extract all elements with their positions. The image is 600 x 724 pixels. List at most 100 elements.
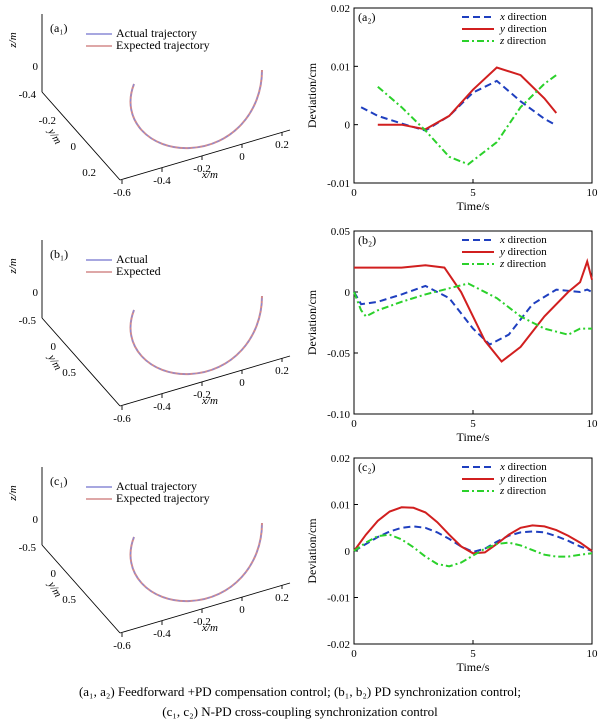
x-axis-label: Time/s — [457, 199, 490, 213]
expected-trajectory-path — [129, 295, 263, 376]
x-axis-line — [119, 355, 291, 407]
x-axis-label: Time/s — [457, 430, 490, 444]
series-line-x-direction — [353, 284, 593, 346]
actual-trajectory-path — [129, 295, 263, 375]
panel-label: (c₂) — [358, 460, 376, 474]
x-tick-label: -0.2 — [193, 389, 210, 401]
legend-label: Actual trajectory — [116, 26, 197, 40]
y-axis-label: y/m — [45, 579, 64, 600]
x-axis-label: x/m — [201, 622, 218, 634]
legend-label: Actual — [116, 252, 149, 266]
z-axis-label: z/m — [7, 258, 19, 274]
x-tick-label: 5 — [470, 648, 476, 660]
x-tick-label: 10 — [587, 648, 599, 660]
y-tick-label: 0 — [51, 341, 57, 353]
y-tick-label: 0 — [345, 287, 351, 299]
y-tick-label: -0.01 — [327, 593, 350, 605]
series-line-x-direction — [353, 525, 593, 553]
caption-line-2: (c₁, c₂) N-PD cross-coupling synchroniza… — [162, 704, 438, 719]
legend-label: y direction — [499, 246, 547, 258]
x-axis-label: x/m — [201, 395, 218, 407]
y-tick-label: 0.01 — [331, 500, 350, 512]
series-line-y-direction — [353, 506, 593, 555]
x-tick-label: 5 — [470, 418, 476, 430]
y-axis-label: Deviation/cm — [305, 62, 319, 128]
legend-label: x direction — [499, 11, 547, 23]
x-tick-label: -0.2 — [193, 163, 210, 175]
x-tick-label: -0.4 — [153, 628, 171, 640]
x-tick-label: 0 — [239, 151, 245, 163]
y-axis-line — [41, 544, 121, 634]
actual-trajectory-path — [129, 522, 263, 602]
legend-label: Expected trajectory — [116, 38, 210, 52]
x-tick-label: 0.2 — [275, 592, 289, 604]
x-tick-label: 0 — [239, 377, 245, 389]
x-axis-line — [119, 129, 291, 181]
y-tick-label: 0 — [345, 546, 351, 558]
x-tick-label: -0.6 — [113, 640, 131, 652]
legend-label: Actual trajectory — [116, 479, 197, 493]
series-line-z-direction — [353, 282, 592, 336]
y-axis-label: y/m — [45, 126, 64, 147]
x-tick-label: -0.6 — [113, 413, 131, 425]
x-axis-line — [119, 582, 291, 634]
trajectory-3d-2: -0.6-0.4-0.200.2x/m-0.500.5y/m0z/m(b₁) Ac… — [7, 240, 291, 425]
legend-label: y direction — [499, 473, 547, 485]
x-tick-label: 0 — [351, 418, 357, 430]
x-tick-label: 0.2 — [275, 365, 289, 377]
legend-label: y direction — [499, 23, 547, 35]
x-tick-label: 0.2 — [275, 139, 289, 151]
z-axis-label: z/m — [7, 32, 19, 48]
z-tick-label: 0 — [33, 61, 39, 73]
y-tick-label: -0.5 — [19, 542, 37, 554]
y-tick-label: 0.5 — [62, 367, 76, 379]
x-tick-label: -0.4 — [153, 401, 171, 413]
legend-label: Expected trajectory — [116, 491, 210, 505]
plot-frame — [353, 230, 593, 415]
y-tick-label: -0.2 — [39, 115, 56, 127]
x-tick-label: 0 — [239, 604, 245, 616]
plot-frame — [353, 7, 593, 184]
series-line-z-direction — [377, 74, 557, 166]
y-tick-label: 0.05 — [331, 226, 351, 238]
panel-label: (b₂) — [358, 233, 376, 247]
series-line-y-direction — [377, 66, 558, 131]
z-tick-label: 0 — [33, 287, 39, 299]
y-axis-label: Deviation/cm — [305, 289, 319, 355]
z-axis-label: z/m — [7, 485, 19, 501]
x-axis-label: Time/s — [457, 660, 490, 674]
y-tick-label: -0.01 — [327, 178, 350, 190]
legend-label: Expected — [116, 264, 161, 278]
plot-frame — [353, 457, 593, 645]
x-tick-label: -0.2 — [193, 616, 210, 628]
actual-trajectory-path — [129, 69, 263, 149]
y-tick-label: 0 — [71, 141, 77, 153]
y-tick-label: -0.05 — [327, 348, 350, 360]
y-tick-label: 0.02 — [331, 453, 350, 465]
trajectory-3d-0: -0.6 -0.4 -0.2 0 0.2 x/m -0.4 -0.2 0 0.2 y/m 0 z/m (a… — [7, 14, 291, 199]
y-tick-label: 0.5 — [62, 594, 76, 606]
y-tick-label: -0.10 — [327, 409, 350, 421]
x-tick-label: 10 — [587, 418, 599, 430]
legend-label: z direction — [499, 485, 547, 497]
y-axis-label: y/m — [45, 352, 64, 373]
x-tick-label: -0.6 — [113, 187, 131, 199]
chart-3: 0 5 10 -0.10 -0.05 0 0.05 Time/s Deviation/cm (b₂… — [305, 226, 598, 444]
y-tick-label: 0.01 — [331, 61, 350, 73]
panel-label: (a₁) — [50, 21, 68, 35]
expected-trajectory-path — [129, 522, 263, 603]
trajectory-3d-4: -0.6-0.4-0.200.2x/m-0.500.5y/m0z/m(c₁) Ac… — [7, 467, 291, 652]
legend-label: x direction — [499, 461, 547, 473]
legend-label: z direction — [499, 35, 547, 47]
x-tick-label: 10 — [587, 187, 599, 199]
x-tick-label: 5 — [470, 187, 476, 199]
x-tick-label: 0 — [351, 187, 357, 199]
x-tick-label: 0 — [351, 648, 357, 660]
y-tick-label: 0 — [51, 568, 57, 580]
y-axis-line — [41, 91, 121, 181]
x-tick-label: -0.4 — [153, 175, 171, 187]
panel-label: (b₁) — [50, 247, 68, 261]
z-tick-label: 0 — [33, 514, 39, 526]
y-tick-label: 0.2 — [82, 167, 96, 179]
